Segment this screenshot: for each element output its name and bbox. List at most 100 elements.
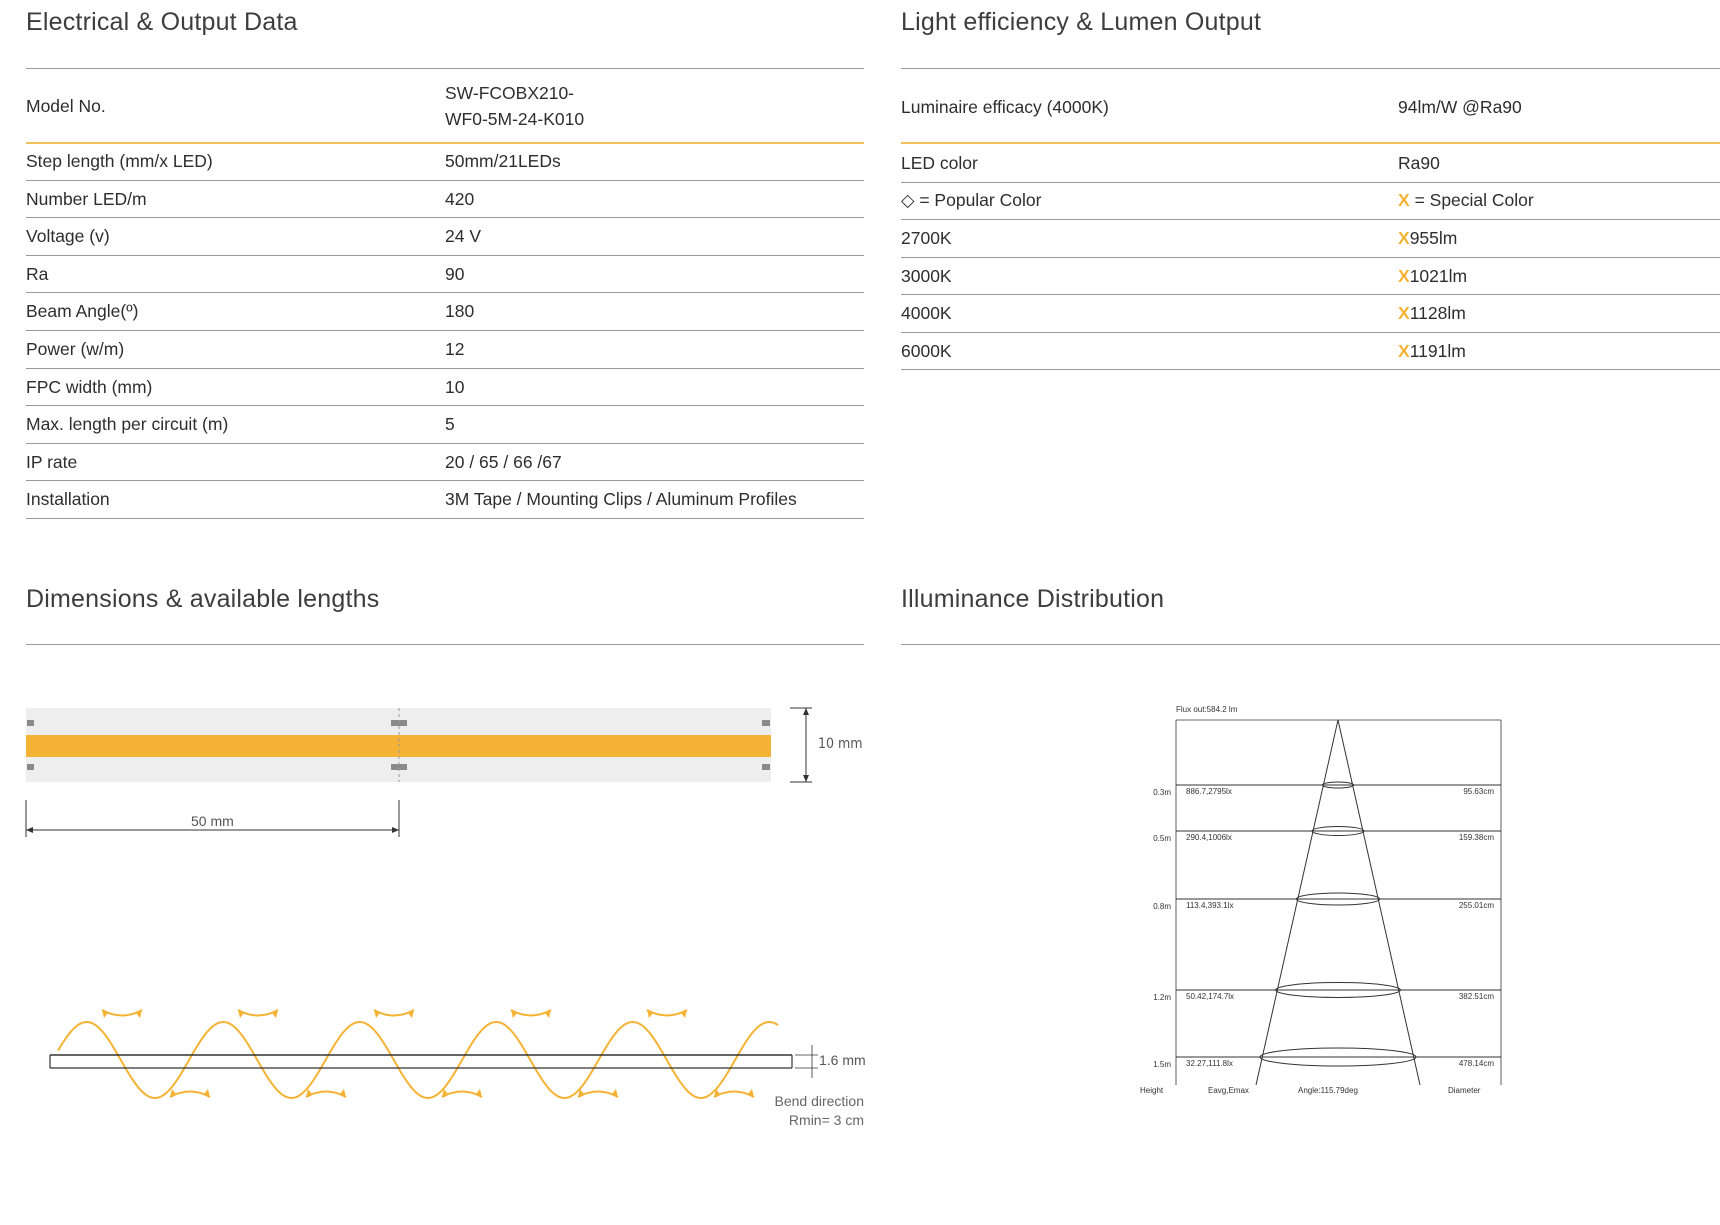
spec-row-rule	[26, 179, 864, 181]
spec-value: 20 / 65 / 66 /67	[445, 451, 562, 472]
thickness-label: 1.6 mm	[819, 1052, 866, 1068]
beam-cross-section	[1259, 1047, 1417, 1067]
lumen-value: 955lm	[1409, 228, 1458, 248]
height-label: 0.3m	[1153, 788, 1171, 797]
model-value-line2: WF0-5M-24-K010	[445, 109, 585, 129]
led-color-label: LED color	[901, 153, 978, 173]
spec-value: 5	[445, 414, 455, 435]
diameter-value: 255.01cm	[1459, 901, 1494, 910]
special-x-icon: X	[1398, 340, 1410, 361]
lumen-row-rule	[901, 369, 1720, 370]
height-label: 0.5m	[1153, 834, 1171, 843]
spec-row-rule	[26, 217, 864, 219]
beam-cross-section	[1275, 982, 1401, 998]
arrow-head	[578, 1089, 584, 1097]
lumen-value: 1021lm	[1409, 265, 1468, 286]
electrical-top-rule	[26, 68, 864, 69]
special-x-icon: X	[1398, 190, 1410, 210]
special-x-icon: X	[1398, 303, 1410, 323]
spec-row-rule	[26, 254, 864, 256]
spec-label: IP rate	[26, 451, 78, 472]
arrow-head	[476, 1089, 482, 1097]
spec-value: 12	[445, 339, 465, 359]
bend-direction-label: Bend direction	[774, 1093, 864, 1109]
bend-arrows	[101, 1009, 755, 1098]
light-top-rule	[901, 68, 1720, 69]
illuminance-chart-group: Flux out:584.2 lm 0.3m 886.7,2795lx 95.63cm…	[1140, 705, 1502, 1095]
bend-radius-label: Rmin= 3 cm	[788, 1112, 864, 1128]
spec-label: Step length (mm/x LED)	[26, 151, 213, 171]
lumen-row-rule	[901, 256, 1720, 258]
bend-arrow	[577, 1090, 619, 1098]
cct-label: 4000K	[901, 303, 952, 323]
spec-label: FPC width (mm)	[26, 376, 153, 397]
illuminance-value: 886.7,2795lx	[1186, 787, 1232, 796]
popular-legend: ◇ = Popular Color	[901, 190, 1041, 211]
spec-row-rule	[26, 292, 864, 294]
illuminance-value: 50.42,174.7lx	[1186, 992, 1234, 1001]
beam-cross-section	[1321, 781, 1355, 789]
led-color-value: Ra90	[1398, 153, 1440, 173]
beam-cross-section	[1311, 826, 1365, 836]
footer-angle: Angle:115.79deg	[1298, 1086, 1358, 1095]
special-legend: X = Special Color	[1398, 190, 1534, 211]
spec-value: 90	[445, 263, 465, 284]
height-label: 1.5m	[1153, 1060, 1171, 1069]
footer-height: Height	[1140, 1086, 1164, 1095]
spec-row-rule	[26, 330, 864, 331]
bend-arrow	[101, 1009, 143, 1017]
arrow-head	[306, 1089, 312, 1097]
step-50mm-label: 50 mm	[191, 813, 234, 829]
bend-arrow	[510, 1009, 552, 1017]
model-value-line1: SW-FCOBX210-	[445, 83, 575, 103]
spec-label: Max. length per circuit (m)	[26, 414, 229, 435]
model-value: SW-FCOBX210- WF0-5M-24-K010	[445, 80, 584, 132]
cct-label: 6000K	[901, 340, 952, 361]
spec-value: 180	[445, 301, 475, 322]
lumen-value: 1191lm	[1409, 340, 1466, 361]
arrow-head	[442, 1089, 448, 1097]
illuminance-value: 32.27,111.8lx	[1186, 1059, 1233, 1068]
arrow-head	[340, 1089, 346, 1097]
cct-label: 3000K	[901, 265, 952, 286]
spec-row-rule	[26, 480, 864, 482]
light-row-rule	[901, 219, 1720, 220]
lumen-value-cell: X1021lm	[1398, 266, 1467, 287]
lumen-value-cell: X955lm	[1398, 228, 1457, 249]
spec-row-rule	[26, 367, 864, 369]
diameter-value: 95.63cm	[1463, 787, 1494, 796]
bend-wave	[57, 1020, 779, 1100]
illuminance-diagram: Flux out:584.2 lm 0.3m 886.7,2795lx 95.63cm…	[1140, 705, 1502, 1095]
bend-arrow	[373, 1009, 415, 1017]
special-x-icon: X	[1398, 265, 1410, 286]
lumen-row-rule	[901, 294, 1720, 295]
bend-direction-drawing	[49, 1009, 818, 1100]
arrow-head	[748, 1089, 754, 1097]
spec-label: Ra	[26, 263, 49, 284]
width-10mm-label: 10 mm	[818, 736, 863, 752]
spec-row-rule	[26, 405, 864, 407]
arrow-head	[681, 1010, 687, 1018]
spec-value: 420	[445, 188, 475, 209]
arrow-head	[272, 1010, 278, 1018]
special-x-icon: X	[1398, 228, 1410, 248]
cct-label: 2700K	[901, 228, 952, 248]
spec-value: 24 V	[445, 226, 481, 247]
arrow-head	[511, 1010, 517, 1018]
light-title: Light efficiency & Lumen Output	[901, 8, 1262, 36]
bend-arrow	[646, 1009, 688, 1017]
height-label: 1.2m	[1153, 993, 1171, 1002]
arrow-head	[374, 1010, 380, 1018]
arrow-head	[238, 1010, 244, 1018]
spec-label: Number LED/m	[26, 188, 147, 209]
lumen-value-cell: X1191lm	[1398, 341, 1466, 362]
arrow-head	[136, 1010, 142, 1018]
lumen-value: 1128lm	[1409, 303, 1466, 323]
popular-color-label: = Popular Color	[919, 190, 1042, 210]
flux-out-label: Flux out:584.2 lm	[1176, 705, 1238, 714]
arrow-head	[204, 1089, 210, 1097]
diameter-value: 382.51cm	[1459, 992, 1494, 1001]
dimensions-title: Dimensions & available lengths	[26, 585, 380, 613]
spec-row-rule	[26, 442, 864, 444]
illuminance-value: 290.4,1006lx	[1186, 833, 1232, 842]
